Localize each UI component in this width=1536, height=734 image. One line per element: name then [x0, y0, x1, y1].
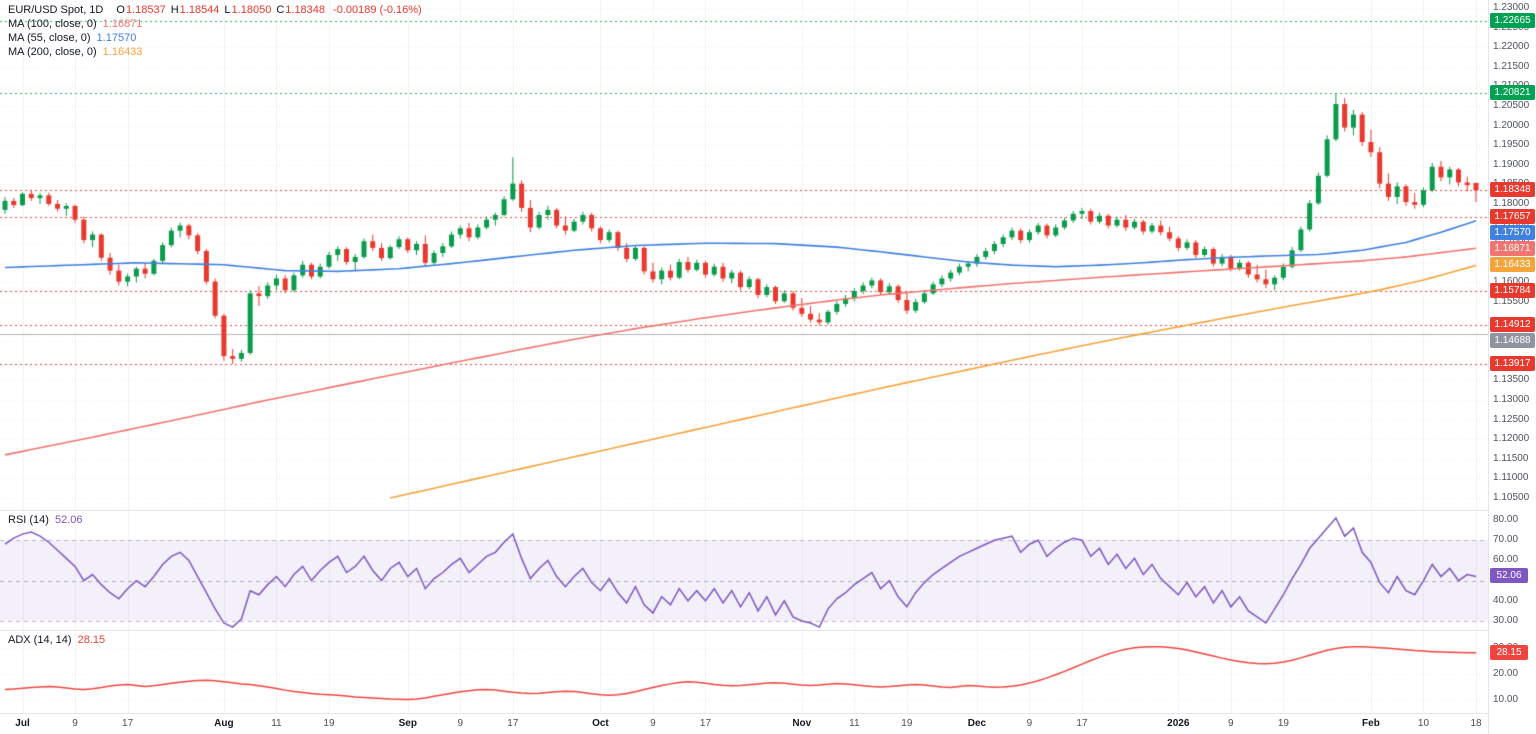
adx-tick-label: 10.00 [1493, 694, 1519, 705]
ma200-value: 1.16433 [102, 46, 143, 58]
close-label: C [276, 4, 285, 16]
time-axis-divider [0, 713, 1536, 714]
change-value: -0.00189 (-0.16%) [333, 4, 422, 16]
price-badge: 1.14688 [1490, 333, 1535, 349]
price-tick-label: 1.11000 [1493, 472, 1529, 484]
adx-value-badge: 28.15 [1490, 644, 1528, 660]
time-tick-label: 9 [650, 718, 656, 729]
price-badge: 1.18348 [1490, 182, 1535, 198]
time-tick-label: Feb [1362, 718, 1380, 729]
ma100-value: 1.16871 [102, 18, 143, 30]
adx-legend-row[interactable]: ADX (14, 14) 28.15 [8, 634, 105, 646]
time-axis[interactable]: Jul 9 17 Aug 11 19 Sep 9 17 Oct 9 17 Nov 11 19 Dec 9 17 20… [0, 714, 1488, 734]
price-tick-label: 1.13500 [1493, 374, 1530, 386]
price-tick-label: 1.15500 [1493, 296, 1530, 307]
time-tick-label: 19 [323, 718, 335, 729]
price-tick-label: 1.20500 [1493, 100, 1530, 111]
time-tick-label: 19 [901, 718, 913, 729]
ma100-label: MA (100, close, 0) [8, 18, 97, 30]
time-tick-label: 10 [1417, 718, 1430, 729]
rsi-tick-label: 80.00 [1493, 514, 1519, 525]
time-tick-label: 17 [122, 718, 134, 729]
rsi-label: RSI (14) [8, 514, 49, 526]
time-tick-label: Sep [398, 718, 417, 729]
price-tick-label: 1.23000 [1493, 2, 1530, 13]
rsi-legend-row[interactable]: RSI (14) 52.06 [8, 514, 83, 526]
price-badge: 1.14912 [1490, 317, 1535, 333]
price-badge: 1.22665 [1490, 13, 1535, 29]
price-tick-label: 1.19500 [1493, 139, 1530, 151]
price-tick-label: 1.21500 [1493, 60, 1530, 72]
open-label: O [116, 4, 125, 16]
price-badge: 1.17570 [1490, 225, 1535, 241]
time-tick-label: Aug [214, 718, 234, 729]
time-tick-label: Dec [967, 718, 987, 729]
low-label: L [224, 4, 231, 16]
adx-tick-label: 20.00 [1493, 668, 1519, 679]
price-badge: 1.13917 [1490, 356, 1535, 372]
ma55-value: 1.17570 [96, 32, 137, 44]
main-rsi-pane-divider[interactable] [0, 510, 1536, 511]
price-badge: 1.17657 [1490, 209, 1535, 225]
price-badge: 1.16871 [1490, 241, 1535, 257]
time-tick-label: 17 [699, 718, 712, 729]
time-tick-label: Nov [792, 718, 812, 729]
time-tick-label: 9 [1228, 718, 1234, 729]
adx-label: ADX (14, 14) [8, 634, 72, 646]
price-tick-label: 1.20000 [1493, 119, 1530, 131]
rsi-tick-label: 30.00 [1493, 615, 1519, 626]
open-value: 1.18537 [125, 4, 166, 16]
high-label: H [170, 4, 179, 16]
high-value: 1.18544 [179, 4, 220, 16]
price-tick-label: 1.18000 [1493, 198, 1530, 209]
price-tick-label: 1.12000 [1493, 433, 1530, 445]
time-tick-label: 11 [849, 718, 860, 729]
time-tick-label: 17 [507, 718, 519, 729]
price-tick-label: 1.19000 [1493, 158, 1530, 170]
ma55-legend-row[interactable]: MA (55, close, 0) 1.17570 [8, 32, 422, 45]
price-tick-label: 1.12500 [1493, 413, 1530, 425]
close-value: 1.18348 [285, 4, 326, 16]
rsi-value-badge: 52.06 [1490, 568, 1528, 584]
ma200-legend-row[interactable]: MA (200, close, 0) 1.16433 [8, 46, 422, 59]
time-tick-label: 19 [1277, 718, 1289, 729]
price-tick-label: 1.10500 [1493, 492, 1530, 503]
ma100-legend-row[interactable]: MA (100, close, 0) 1.16871 [8, 18, 422, 31]
symbol-title: EUR/USD Spot, 1D [8, 4, 104, 16]
time-tick-label: 18 [1470, 718, 1482, 729]
time-tick-label: 11 [271, 718, 282, 729]
time-tick-label: 9 [72, 718, 78, 729]
symbol-legend-row[interactable]: EUR/USD Spot, 1D O1.18537 H1.18544 L1.18050… [8, 4, 422, 17]
rsi-tick-label: 70.00 [1493, 534, 1519, 546]
time-tick-label: 9 [457, 718, 464, 729]
price-badge: 1.15784 [1490, 282, 1535, 298]
price-badge: 1.20821 [1490, 85, 1535, 101]
rsi-adx-pane-divider[interactable] [0, 630, 1536, 631]
chart-legend: EUR/USD Spot, 1D O1.18537 H1.18544 L1.18050… [8, 4, 422, 60]
rsi-tick-label: 60.00 [1493, 554, 1519, 566]
time-tick-label: 17 [1076, 718, 1088, 729]
time-tick-label: Oct [592, 718, 609, 729]
price-tick-label: 1.13000 [1493, 394, 1530, 405]
time-tick-label: 2026 [1167, 718, 1190, 729]
ma55-label: MA (55, close, 0) [8, 32, 91, 44]
time-tick-label: Jul [15, 718, 30, 729]
price-badge: 1.16433 [1490, 257, 1535, 273]
time-tick-label: 9 [1026, 718, 1033, 729]
price-tick-label: 1.22000 [1493, 41, 1530, 53]
low-value: 1.18050 [231, 4, 272, 16]
rsi-tick-label: 40.00 [1493, 594, 1519, 606]
price-tick-label: 1.11500 [1493, 452, 1529, 464]
adx-value: 28.15 [77, 634, 106, 646]
price-axis[interactable]: 52.06 28.15 1.230001.225001.220001.21500… [1488, 0, 1536, 734]
ma200-label: MA (200, close, 0) [8, 46, 97, 58]
rsi-value: 52.06 [54, 514, 83, 526]
price-tick-label: 1.16000 [1493, 276, 1530, 288]
